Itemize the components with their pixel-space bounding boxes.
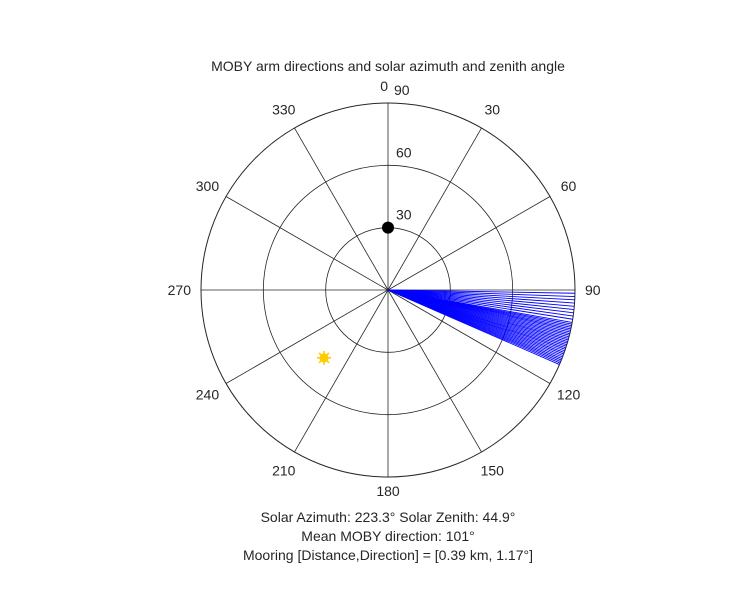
- caption-solar: Solar Azimuth: 223.3° Solar Zenith: 44.9…: [261, 509, 516, 525]
- caption-mooring: Mooring [Distance,Direction] = [0.39 km,…: [243, 547, 533, 563]
- angle-tick-150: 150: [481, 463, 505, 479]
- arm-direction-line-4: [387, 289, 575, 307]
- angle-tick-240: 240: [196, 386, 220, 402]
- arm-direction-line-3: [387, 289, 575, 304]
- chart-title: MOBY arm directions and solar azimuth an…: [211, 58, 565, 74]
- radius-circle-60: [262, 164, 514, 416]
- caption-mean-direction: Mean MOBY direction: 101°: [301, 528, 474, 544]
- arm-direction-line-7: [387, 289, 574, 317]
- spoke-30: [387, 127, 482, 291]
- angle-tick-180: 180: [376, 483, 400, 499]
- sun-marker: [317, 350, 332, 365]
- spoke-210: [294, 289, 389, 453]
- arm-direction-line-36: [387, 289, 560, 365]
- arm-direction-line-8: [387, 289, 573, 320]
- arm-direction-line-6: [387, 289, 574, 314]
- polar-grid: [200, 102, 576, 478]
- spoke-330: [294, 127, 389, 291]
- angle-tick-270: 270: [168, 282, 192, 298]
- angle-tick-300: 300: [196, 178, 220, 194]
- reference-marker: [382, 221, 394, 234]
- series-layer: [317, 221, 575, 365]
- angle-tick-0: 0: [380, 78, 388, 94]
- spoke-150: [387, 289, 482, 453]
- spoke-60: [387, 196, 551, 291]
- arm-direction-line-1: [387, 289, 575, 297]
- arm-direction-line-0: [387, 289, 575, 294]
- angle-tick-120: 120: [557, 386, 581, 402]
- tick-labels: 0 30 60 90 120 150 180 210 240 270 300 330 30 60 90: [168, 78, 601, 499]
- arm-direction-line-5: [387, 289, 575, 310]
- angle-tick-210: 210: [272, 463, 296, 479]
- spoke-120: [387, 289, 551, 384]
- radius-tick-60: 60: [396, 144, 412, 160]
- spoke-300: [225, 196, 389, 291]
- spoke-240: [225, 289, 389, 384]
- radius-tick-90: 90: [394, 82, 410, 98]
- sun-disc: [319, 353, 329, 363]
- angle-tick-330: 330: [272, 101, 296, 117]
- radius-circle-90: [200, 102, 576, 478]
- arm-direction-line-2: [387, 289, 575, 301]
- angle-tick-90: 90: [585, 282, 601, 298]
- angle-tick-30: 30: [484, 101, 500, 117]
- angle-tick-60: 60: [561, 178, 577, 194]
- radius-tick-30: 30: [396, 207, 412, 223]
